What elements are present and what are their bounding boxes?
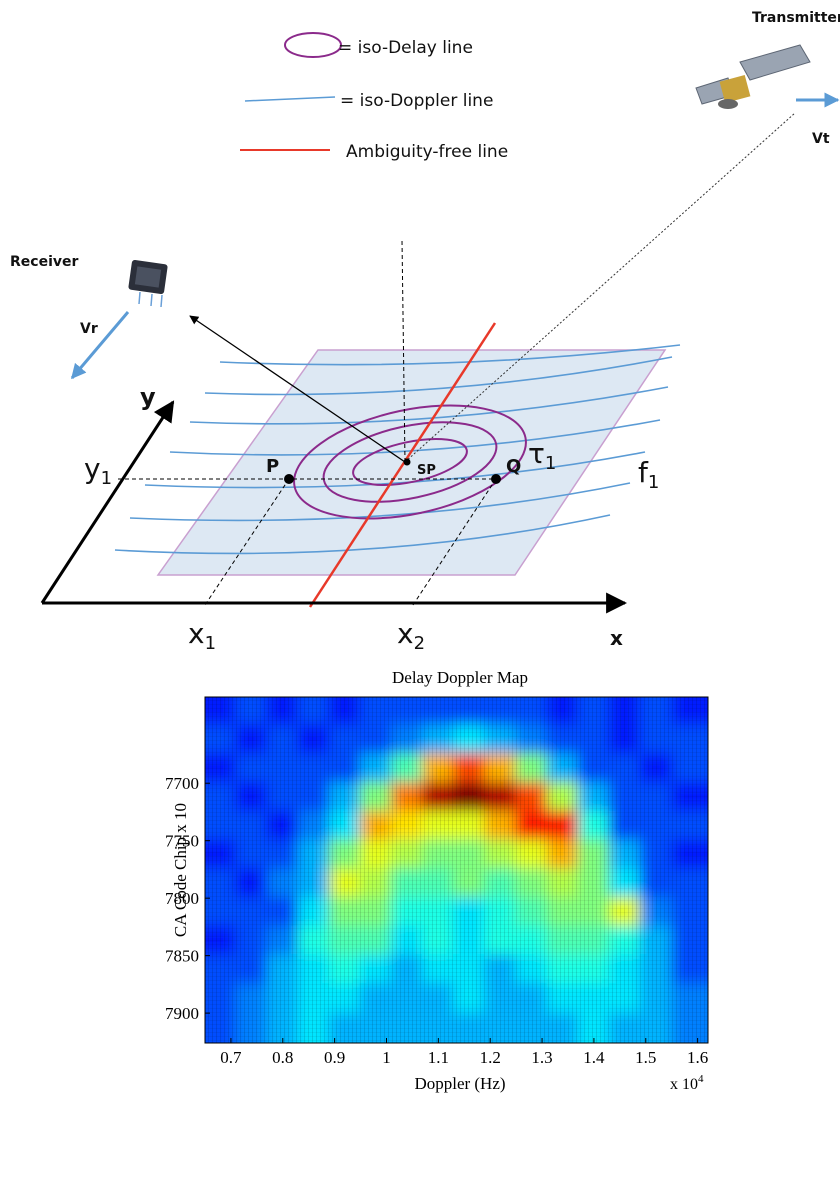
y1-label: y1 — [84, 452, 112, 489]
transmitter-label: Transmitter — [752, 10, 840, 26]
f1-label: f1 — [638, 456, 659, 493]
diagram: = iso-Delay line = iso-Doppler line Ambi… — [10, 10, 840, 654]
legend-label: = iso-Delay line — [338, 38, 473, 58]
axis-x-label: x — [610, 626, 623, 650]
vt-label: Vt — [812, 131, 830, 147]
transmitter-icon — [695, 44, 811, 109]
legend-doppler-line — [244, 96, 336, 102]
x2-label: x2 — [397, 617, 425, 654]
surface-plane — [156, 349, 667, 576]
legend-label: = iso-Doppler line — [340, 91, 493, 111]
receiver-icon — [128, 260, 168, 308]
x-tick-label: 0.7 — [220, 1048, 242, 1067]
point-p — [284, 474, 294, 484]
heatmap-chart: Delay Doppler Map Doppler (Hz) CA Code C… — [165, 668, 709, 1093]
x-tick-label: 1.4 — [583, 1048, 605, 1067]
y-tick-label: 7800 — [165, 889, 199, 908]
x-multiplier: x 104 — [670, 1073, 704, 1093]
y-tick-label: 7700 — [165, 774, 199, 793]
vr-arrow — [70, 311, 130, 380]
ambiguity-free-line — [308, 322, 497, 608]
x-tick-label: 1.3 — [531, 1048, 552, 1067]
x-tick-label: 1.6 — [687, 1048, 708, 1067]
point-q — [491, 474, 501, 484]
x-tick-label: 1.1 — [428, 1048, 449, 1067]
plot-texture — [205, 697, 708, 1043]
y-tick-label: 7750 — [165, 832, 199, 851]
x-tick-label: 1 — [382, 1048, 391, 1067]
x-tick-label: 0.8 — [272, 1048, 293, 1067]
iso-delay-lines — [293, 404, 527, 520]
legend-ellipse — [284, 32, 342, 58]
legend-label: Ambiguity-free line — [346, 142, 508, 162]
x1-label: x1 — [188, 617, 216, 654]
x-axis-label: Doppler (Hz) — [414, 1074, 505, 1093]
x-tick-label: 0.9 — [324, 1048, 345, 1067]
dashed-lines — [118, 239, 500, 606]
vr-label: Vr — [80, 321, 98, 337]
y-tick-label: 7900 — [165, 1004, 199, 1023]
receiver-label: Receiver — [10, 254, 78, 270]
plot-frame — [204, 696, 709, 1044]
p-label: P — [266, 456, 279, 477]
tau1-label: τ1 — [528, 437, 556, 474]
q-label: Q — [506, 456, 521, 477]
receiver-ray — [189, 315, 406, 463]
x-tick-label: 1.2 — [480, 1048, 501, 1067]
sp-label: SP — [417, 463, 436, 478]
y-tick-label: 7850 — [165, 947, 199, 966]
axis-y-label: y — [140, 383, 156, 411]
chart-title: Delay Doppler Map — [392, 668, 528, 687]
transmitter-ray — [404, 112, 796, 463]
point-sp — [403, 458, 411, 466]
y-axis — [40, 400, 175, 604]
x-tick-label: 1.5 — [635, 1048, 656, 1067]
y-axis-label: CA Code Chip x 10 — [171, 803, 190, 937]
